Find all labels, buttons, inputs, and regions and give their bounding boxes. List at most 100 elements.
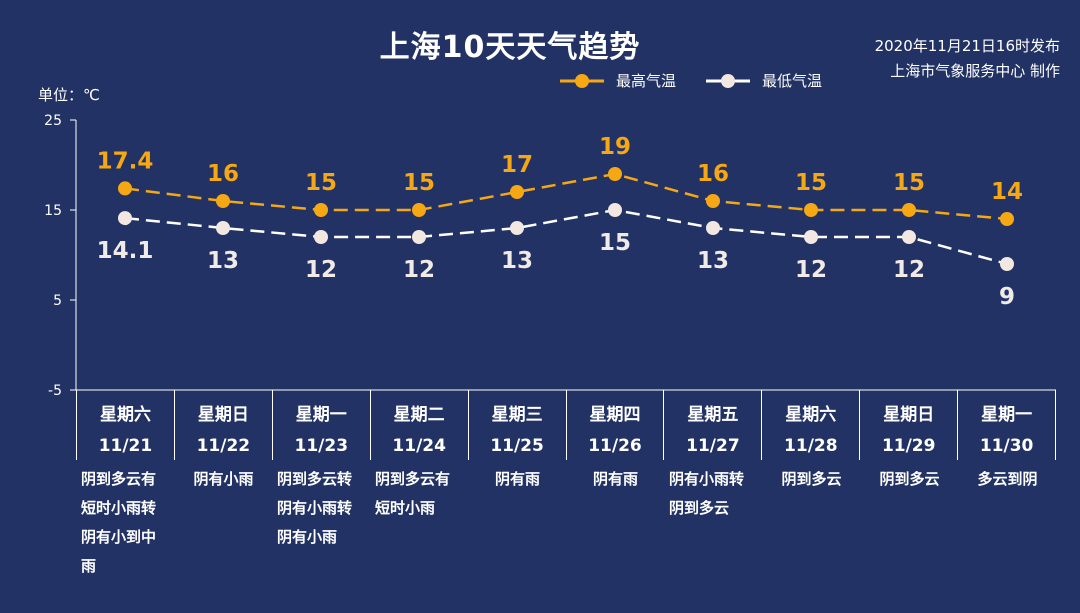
day-column-8: 星期日 11/29 (859, 390, 957, 460)
day-weekday: 星期一 (981, 405, 1033, 425)
day-weekday: 星期四 (589, 405, 641, 425)
legend-low-swatch-icon (706, 73, 751, 88)
day-weekday: 星期一 (295, 405, 347, 425)
low-label-6: 13 (697, 248, 729, 274)
low-point-9 (1000, 257, 1014, 271)
low-point-8 (902, 230, 916, 244)
weather-text-0: 阴到多云有 短时小雨转 阴有小到中 雨 (81, 470, 157, 575)
y-tick-label-0: -5 (48, 383, 62, 399)
legend-low-label: 最低气温 (762, 72, 823, 90)
day-weekday: 星期五 (687, 405, 739, 425)
day-column-3: 星期二 11/24 (369, 390, 468, 460)
day-columns: 星期六 11/21 星期日 11/22 星期一 11/23 星期二 11/24 星期三 11/25… (76, 390, 1057, 460)
low-label-1: 13 (207, 248, 239, 274)
low-point-7 (804, 230, 818, 244)
day-weekday: 星期三 (491, 405, 543, 425)
low-point-1 (216, 221, 230, 235)
high-label-6: 16 (697, 161, 729, 187)
high-label-3: 15 (403, 170, 435, 196)
low-label-2: 12 (305, 257, 337, 283)
weather-text-7: 阴到多云 (781, 470, 842, 488)
legend-item-low[interactable]: 最低气温 (706, 70, 822, 91)
day-date: 11/25 (490, 436, 544, 456)
day-date: 11/23 (294, 436, 349, 456)
high-label-2: 15 (305, 170, 337, 196)
high-label-8: 15 (893, 170, 925, 196)
unit-label: 单位：℃ (38, 86, 100, 104)
day-date: 11/21 (98, 436, 153, 456)
day-date: 11/24 (392, 436, 446, 456)
high-label-4: 17 (501, 152, 533, 178)
day-column-5: 星期四 11/26 (565, 390, 664, 460)
issue-info: 2020年11月21日16时发布 上海市气象服务中心 制作 (875, 34, 1060, 84)
high-point-3 (412, 203, 426, 217)
day-weekday: 星期六 (99, 405, 151, 425)
weather-descriptions: 阴到多云有 短时小雨转 阴有小到中 雨阴有小雨 阴到多云转 阴有小雨转 阴有小雨阴… (76, 465, 1056, 581)
issue-agency: 上海市气象服务中心 制作 (890, 62, 1060, 80)
high-label-0: 17.4 (97, 148, 154, 174)
low-label-5: 15 (599, 230, 631, 256)
day-date: 11/27 (686, 436, 740, 456)
high-label-9: 14 (991, 179, 1023, 205)
day-column-9: 星期一 11/30 (957, 390, 1057, 460)
low-point-3 (412, 230, 426, 244)
day-column-0: 星期六 11/21 (76, 390, 174, 460)
day-column-7: 星期六 11/28 (761, 390, 859, 460)
high-point-1 (216, 194, 230, 208)
y-tick-label-1: 5 (53, 293, 62, 309)
low-label-8: 12 (893, 257, 925, 283)
day-column-4: 星期三 11/25 (467, 390, 566, 460)
day-date: 11/28 (784, 436, 838, 456)
high-point-9 (1000, 212, 1014, 226)
y-tick-label-3: 25 (44, 113, 62, 129)
weather-text-9: 多云到阴 (977, 470, 1038, 488)
day-weekday: 星期六 (785, 405, 837, 425)
high-point-4 (510, 185, 524, 199)
weather-text-5: 阴有雨 (592, 470, 638, 488)
legend-high-label: 最高气温 (616, 72, 677, 90)
issue-time: 2020年11月21日16时发布 (874, 37, 1060, 55)
weather-text-6: 阴有小雨转 阴到多云 (669, 470, 745, 517)
low-point-2 (314, 230, 328, 244)
day-weekday: 星期二 (393, 405, 445, 425)
low-label-4: 13 (501, 248, 533, 274)
low-label-7: 12 (795, 257, 827, 283)
high-label-1: 16 (207, 161, 239, 187)
high-point-5 (608, 167, 622, 181)
weather-text-1: 阴有小雨 (193, 470, 254, 488)
day-date: 11/30 (979, 436, 1034, 456)
weather-text-3: 阴到多云有 短时小雨 (375, 470, 451, 517)
low-point-6 (706, 221, 720, 235)
legend-item-high[interactable]: 最高气温 (560, 70, 676, 91)
low-label-3: 12 (403, 257, 435, 283)
weather-text-4: 阴有雨 (494, 470, 540, 488)
high-point-7 (804, 203, 818, 217)
legend: 最高气温 最低气温 (560, 70, 852, 91)
legend-high-swatch-icon (560, 73, 604, 88)
high-point-6 (706, 194, 720, 208)
high-label-5: 19 (599, 134, 631, 160)
day-weekday: 星期日 (883, 405, 935, 425)
weather-text-8: 阴到多云 (879, 470, 940, 488)
low-point-0 (118, 211, 132, 226)
high-point-0 (118, 181, 132, 196)
day-weekday: 星期日 (197, 405, 249, 425)
day-column-2: 星期一 11/23 (271, 390, 370, 460)
high-label-7: 15 (795, 170, 827, 196)
high-point-2 (314, 203, 328, 217)
weather-text-2: 阴到多云转 阴有小雨转 阴有小雨 (277, 470, 353, 546)
high-point-8 (902, 203, 916, 217)
low-label-9: 9 (999, 284, 1015, 310)
series-line-low (124, 208, 1008, 266)
day-date: 11/22 (196, 436, 251, 456)
day-date: 11/29 (881, 436, 936, 456)
day-column-6: 星期五 11/27 (663, 390, 761, 460)
low-point-5 (608, 203, 622, 217)
series-line-high (124, 172, 1008, 221)
y-tick-label-2: 15 (44, 203, 62, 219)
low-point-4 (510, 221, 524, 235)
day-column-1: 星期日 11/22 (173, 390, 272, 460)
low-label-0: 14.1 (97, 238, 154, 264)
day-date: 11/26 (588, 436, 642, 456)
